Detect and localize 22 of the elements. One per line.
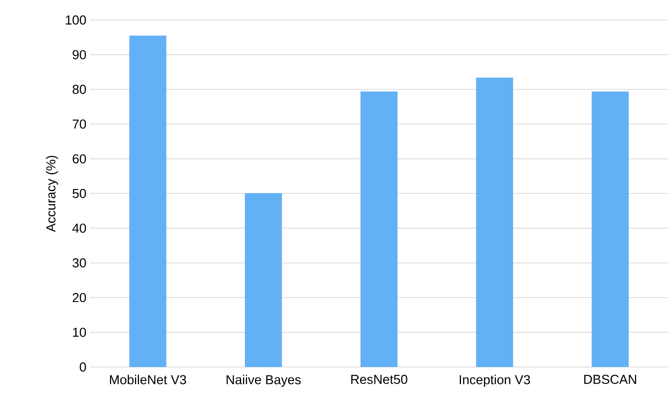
bar bbox=[592, 91, 629, 367]
y-tick-label: 50 bbox=[72, 188, 86, 198]
x-tick-label: Inception V3 bbox=[460, 374, 530, 387]
y-tick-label: 0 bbox=[80, 362, 86, 372]
bar bbox=[244, 193, 282, 367]
y-tick-label: 70 bbox=[72, 120, 86, 129]
y-tick-label: 20 bbox=[72, 293, 86, 302]
bar bbox=[476, 78, 514, 367]
x-tick-label: ResNet50 bbox=[351, 374, 408, 384]
y-tick-label: 10 bbox=[73, 328, 86, 337]
y-tick-label: 90 bbox=[72, 50, 86, 60]
y-axis-title: Accuracy (%) bbox=[46, 156, 58, 232]
y-tick-label: 100 bbox=[66, 15, 86, 25]
y-tick-label: 60 bbox=[72, 154, 86, 164]
y-tick-label: 80 bbox=[72, 84, 86, 94]
x-tick-label: MobileNet V3 bbox=[110, 374, 186, 384]
bar bbox=[360, 91, 398, 367]
x-tick-label: Naiive Bayes bbox=[226, 374, 301, 387]
y-tick-label: 40 bbox=[72, 224, 86, 233]
y-tick-label: 30 bbox=[72, 258, 86, 268]
bar bbox=[129, 36, 166, 367]
x-tick-label: DBSCAN bbox=[584, 374, 636, 384]
